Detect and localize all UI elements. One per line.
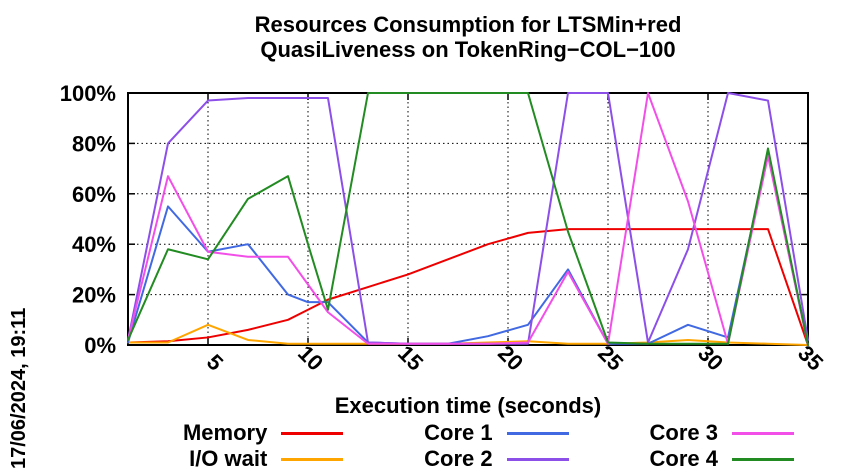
series-line-memory [127, 228, 809, 346]
y-tick-label: 80% [72, 131, 116, 156]
legend-item-memory: Memory [118, 420, 344, 446]
legend-item-core-2: Core 2 [343, 446, 569, 472]
series-line-core-4 [127, 92, 809, 346]
legend-item-core-4: Core 4 [569, 446, 794, 472]
x-axis-label: Execution time (seconds) [334, 393, 602, 418]
legend-swatch-memory [281, 431, 344, 435]
y-tick-label: 100% [60, 81, 116, 106]
plot-border [127, 92, 809, 346]
series-line-i-o-wait [127, 323, 809, 346]
legend-label-i-o-wait: I/O wait [189, 446, 268, 471]
legend-swatch-i-o-wait [281, 457, 344, 461]
series-line-core-2 [127, 92, 809, 345]
chart-title: Resources Consumption for LTSMin+red Qua… [128, 12, 808, 62]
legend-label-core-4: Core 4 [649, 446, 718, 471]
legend: Memory I/O wait Core 1 Core 2 Core 3 Core 4 [118, 420, 794, 472]
legend-swatch-core-4 [731, 457, 794, 461]
x-tick-label: 5 [202, 349, 228, 375]
legend-label-core-1: Core 1 [424, 420, 493, 445]
y-tick-label: 40% [72, 232, 116, 257]
legend-item-core-1: Core 1 [343, 420, 569, 446]
legend-label-core-3: Core 3 [649, 420, 718, 445]
legend-item-i-o-wait: I/O wait [118, 446, 344, 472]
legend-swatch-core-3 [731, 431, 794, 435]
legend-item-core-3: Core 3 [569, 420, 794, 446]
chart-title-line2: QuasiLiveness on TokenRing−COL−100 [260, 37, 676, 63]
legend-label-memory: Memory [182, 420, 268, 445]
y-tick-label: 20% [72, 283, 116, 308]
legend-label-core-2: Core 2 [424, 446, 493, 471]
legend-swatch-core-1 [506, 431, 569, 435]
series-line-core-3 [127, 92, 809, 346]
y-tick-label: 0% [84, 333, 116, 358]
legend-swatch-core-2 [506, 457, 569, 461]
y-tick-label: 60% [72, 182, 116, 207]
chart-title-line1: Resources Consumption for LTSMin+red [254, 12, 682, 37]
